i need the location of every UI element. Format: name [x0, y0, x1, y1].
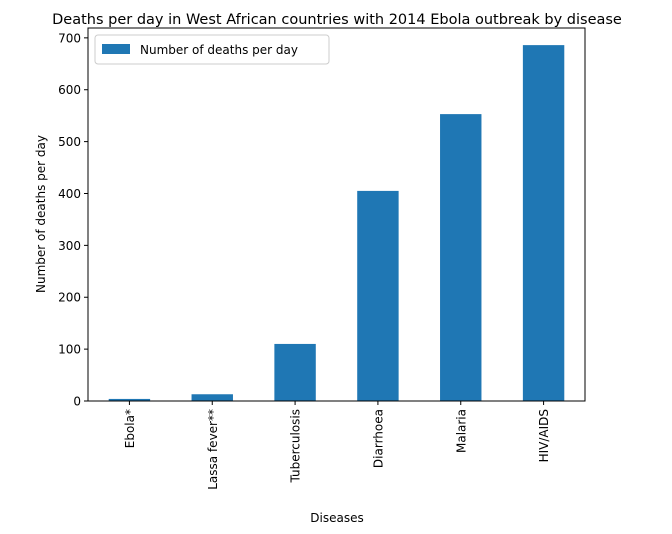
bar-hiv-aids: [522, 45, 565, 402]
x-tick-label: Ebola*: [123, 409, 137, 448]
x-tick-label: HIV/AIDS: [537, 409, 551, 462]
y-tick-label: 0: [73, 395, 81, 409]
bar-malaria: [440, 114, 482, 402]
bar-tuberculosis: [274, 343, 316, 401]
x-axis-label: Diseases: [310, 511, 363, 525]
y-tick-label: 300: [58, 239, 81, 253]
y-tick-label: 400: [58, 187, 81, 201]
x-tick-label: Malaria: [454, 409, 468, 453]
chart-title: Deaths per day in West African countries…: [52, 12, 622, 28]
y-tick-label: 500: [58, 135, 81, 149]
y-tick-label: 600: [58, 83, 81, 97]
x-axis-ticks: Ebola* Lassa fever** Tuberculosis Diarrhoea…: [123, 401, 551, 490]
x-tick-label: Diarrhoea: [371, 409, 385, 468]
legend-swatch: [102, 44, 130, 54]
bar-lassa-fever: [191, 394, 233, 401]
bar-ebola: [108, 398, 151, 401]
y-tick-label: 100: [58, 343, 81, 357]
plot-area: 0 100 200 300 400 500 600 700 Ebola* Lassa fever…: [58, 27, 586, 490]
legend-frame: [94, 34, 330, 65]
y-tick-label: 700: [58, 31, 81, 45]
x-tick-label: Tuberculosis: [289, 409, 303, 484]
bars-group: [108, 45, 565, 402]
plot-frame: [87, 27, 586, 402]
y-tick-label: 200: [58, 291, 81, 305]
x-tick-label: Lassa fever**: [206, 409, 220, 490]
y-axis-ticks: 0 100 200 300 400 500 600 700: [58, 31, 88, 409]
y-axis-label: Number of deaths per day: [34, 135, 48, 293]
legend-label: Number of deaths per day: [140, 43, 298, 57]
legend: Number of deaths per day: [94, 34, 330, 65]
bar-diarrhoea: [357, 190, 399, 401]
